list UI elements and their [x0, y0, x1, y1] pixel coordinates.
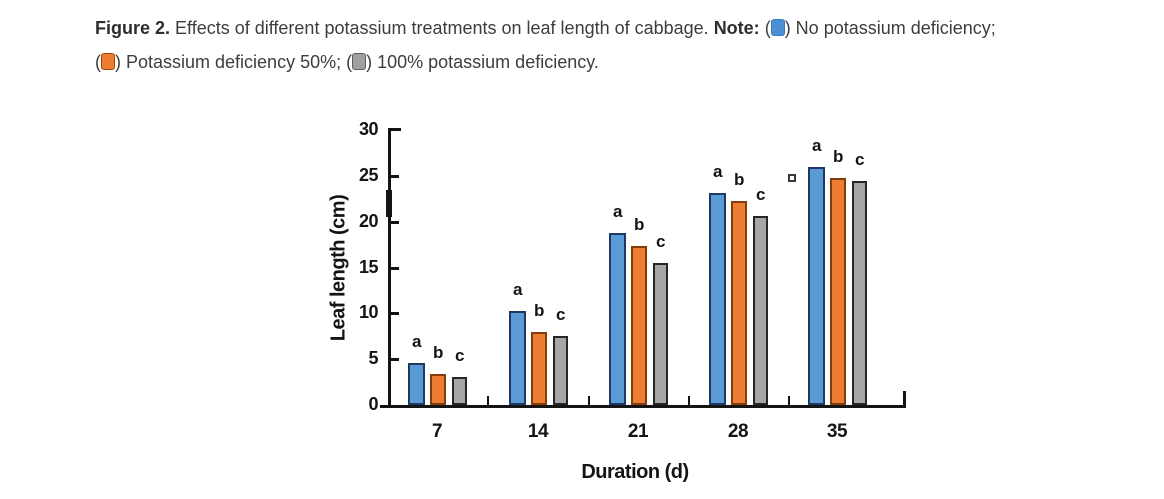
category-label: 28 — [727, 421, 749, 442]
sig-letter: c — [455, 345, 464, 365]
note-item-3-pre: ( — [346, 52, 353, 72]
y-tick-mark — [391, 358, 399, 362]
bar — [709, 193, 726, 405]
x-axis-line — [380, 405, 906, 408]
category-label: 35 — [826, 421, 848, 442]
figure-label: Figure 2. — [95, 18, 171, 38]
x-tick-mark — [788, 396, 790, 405]
y-axis-top-cap — [388, 128, 401, 131]
bar — [852, 181, 867, 405]
bar — [830, 177, 846, 405]
note-item-2-text: ) Potassium deficiency 50%; — [115, 52, 347, 72]
y-tick-label: 30 — [358, 119, 379, 139]
sig-letter: c — [656, 231, 665, 251]
note-item-1-pre: ( — [759, 18, 771, 38]
sig-letter: b — [833, 146, 843, 166]
y-tick-label: 15 — [358, 256, 379, 277]
bar — [531, 331, 547, 405]
y-tick-label: 20 — [358, 210, 379, 231]
bar — [731, 200, 747, 405]
sig-letter: a — [412, 331, 421, 351]
note-label: Note: — [713, 18, 760, 38]
legend-swatch-no-deficiency — [770, 19, 785, 36]
y-tick-mark — [391, 174, 399, 178]
note-item-1-text: ) No potassium deficiency; — [784, 18, 996, 38]
bar — [553, 336, 568, 405]
bar — [408, 362, 425, 405]
x-tick-mark — [487, 396, 489, 405]
bar — [653, 262, 668, 405]
sig-letter: b — [534, 300, 544, 320]
x-tick-mark — [588, 396, 590, 405]
bar — [609, 232, 626, 405]
y-tick-label: 25 — [358, 164, 379, 185]
y-tick-label: 0 — [368, 394, 378, 414]
legend-swatch-deficiency-50 — [101, 53, 115, 70]
sig-letter: c — [855, 150, 864, 170]
figure-caption: Figure 2. Effects of different potassium… — [95, 11, 996, 79]
sig-letter: c — [756, 185, 765, 205]
y-tick-label: 5 — [368, 348, 378, 369]
caption-line-1: Figure 2. Effects of different potassium… — [95, 11, 996, 45]
bar — [808, 166, 825, 405]
y-tick-label: 10 — [358, 302, 379, 323]
bar — [430, 373, 446, 405]
bar — [631, 246, 647, 405]
sig-letter: b — [433, 342, 443, 362]
x-axis-title: Duration (d) — [581, 461, 689, 483]
category-label: 7 — [431, 421, 443, 442]
sig-letter: a — [613, 201, 622, 221]
bar — [452, 376, 467, 405]
stray-marker — [788, 174, 796, 182]
sig-letter: b — [734, 169, 744, 189]
caption-body: Effects of different potassium treatment… — [170, 18, 714, 38]
note-item-3-text: ) 100% potassium deficiency. — [366, 52, 599, 72]
x-tick-mark — [688, 396, 690, 405]
note-item-2-pre: ( — [95, 52, 101, 72]
category-label: 14 — [527, 421, 549, 442]
y-axis-line — [388, 128, 391, 408]
x-axis-end-cap — [903, 391, 906, 408]
y-tick-mark — [391, 220, 399, 224]
sig-letter: a — [513, 279, 522, 299]
sig-letter: a — [812, 135, 821, 155]
sig-letter: a — [713, 162, 722, 182]
bar — [753, 216, 768, 405]
sig-letter: b — [634, 215, 644, 235]
y-tick-mark — [391, 312, 399, 316]
category-label: 21 — [627, 421, 649, 442]
caption-line-2: () Potassium deficiency 50%; () 100% pot… — [95, 45, 996, 79]
legend-swatch-deficiency-100 — [352, 53, 367, 70]
y-tick-mark — [391, 266, 399, 270]
bar — [509, 310, 526, 405]
sig-letter: c — [556, 305, 565, 325]
axis-artifact — [386, 190, 392, 217]
